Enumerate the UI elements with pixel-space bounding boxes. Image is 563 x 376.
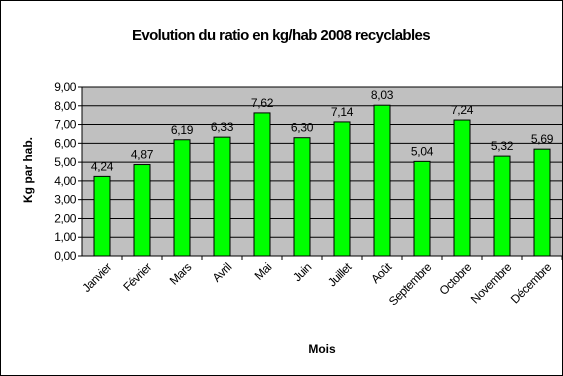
y-tick-label: 1,00	[54, 230, 76, 244]
bar	[93, 175, 111, 257]
data-label: 6,30	[291, 121, 314, 135]
bar	[373, 104, 391, 257]
data-label: 7,24	[451, 103, 474, 117]
data-label: 4,87	[131, 148, 154, 162]
data-label: 6,19	[171, 123, 194, 137]
data-label: 7,62	[251, 96, 274, 110]
bar	[493, 155, 511, 257]
data-label: 7,14	[331, 105, 354, 119]
y-tick-label: 7,00	[54, 118, 76, 132]
y-tick-label: 3,00	[54, 193, 76, 207]
data-label: 4,24	[91, 159, 114, 173]
data-label: 5,32	[491, 139, 514, 153]
chart-title: Evolution du ratio en kg/hab 2008 recycl…	[132, 27, 430, 44]
data-label: 5,04	[411, 144, 434, 158]
bar	[133, 164, 151, 257]
y-tick-label: 0,00	[54, 249, 76, 263]
x-axis-label: Mois	[308, 342, 336, 356]
bar	[333, 121, 351, 257]
bar	[293, 137, 311, 257]
bar	[533, 148, 551, 257]
y-tick-label: 9,00	[54, 80, 76, 94]
y-tick-label: 6,00	[54, 136, 76, 150]
plot-background	[82, 87, 562, 256]
bar	[253, 112, 271, 257]
y-axis-label: Kg par hab.	[21, 137, 35, 203]
bar	[173, 139, 191, 257]
y-tick-label: 8,00	[54, 99, 76, 113]
y-tick-label: 2,00	[54, 211, 76, 225]
data-label: 6,33	[211, 120, 234, 134]
bar	[413, 160, 431, 257]
bar	[213, 136, 231, 257]
y-tick-label: 5,00	[54, 155, 76, 169]
data-label: 8,03	[371, 88, 394, 102]
data-label: 5,69	[531, 132, 554, 146]
y-tick-label: 4,00	[54, 174, 76, 188]
bar	[453, 119, 471, 257]
